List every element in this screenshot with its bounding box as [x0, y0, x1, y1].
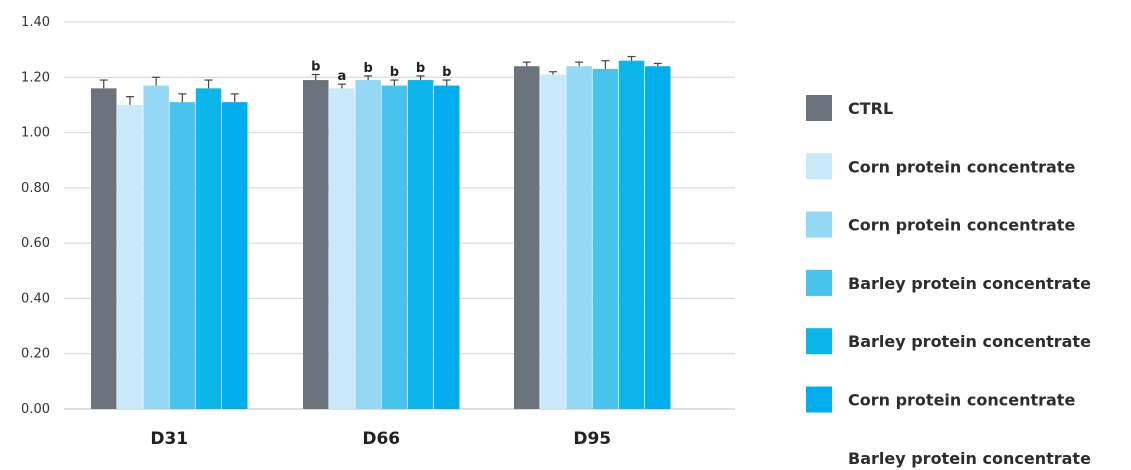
legend-swatch — [806, 211, 832, 238]
significance-label: b — [363, 61, 372, 76]
bar — [143, 85, 169, 409]
bar — [540, 74, 566, 410]
y-tick-label: 0.60 — [21, 236, 50, 251]
x-category-label: D95 — [573, 429, 611, 449]
x-category-label: D66 — [362, 429, 400, 449]
bar — [407, 80, 434, 410]
bar — [222, 102, 248, 410]
bars: bab b b b — [91, 55, 671, 410]
significance-label: b — [442, 65, 451, 80]
legend-label: Barley protein concentrate — [848, 274, 1091, 293]
bar — [618, 60, 645, 409]
legend-swatch — [806, 153, 832, 180]
bar — [434, 85, 460, 409]
y-tick-label: 0.40 — [21, 291, 50, 306]
bar — [169, 102, 196, 410]
legend-swatch — [806, 386, 832, 413]
bar — [91, 88, 117, 409]
legend-swatch — [806, 269, 832, 296]
y-tick-label: 1.20 — [21, 70, 50, 85]
legend-label: Barley protein concentrate — [848, 332, 1091, 351]
legend: CTRL Corn protein concentrate Corn protein… — [806, 95, 1091, 470]
y-tick-label: 1.40 — [21, 15, 50, 30]
significance-label: b — [311, 60, 320, 75]
legend-label: CTRL — [848, 99, 893, 118]
y-tick-label: 0.20 — [21, 347, 50, 362]
y-tick-label: 0.00 — [21, 402, 50, 417]
y-tick-label: 1.00 — [21, 126, 50, 141]
legend-label: Corn protein concentrate — [848, 391, 1075, 410]
legend-swatch — [806, 444, 832, 470]
bar — [645, 66, 671, 409]
y-tick-label: 0.80 — [21, 181, 50, 196]
significance-label: b — [390, 65, 399, 80]
bar — [117, 104, 143, 409]
bar — [195, 88, 222, 409]
bar — [329, 88, 355, 409]
bar — [381, 85, 408, 409]
bar — [592, 68, 619, 409]
significance-label: b — [416, 61, 425, 76]
y-axis: 0.00 0.20 0.40 0.60 0.80 1.00 1.20 1.40 — [21, 15, 50, 417]
legend-label: Barley protein concentrate — [848, 449, 1091, 468]
x-category-label: D31 — [150, 429, 188, 449]
significance-label: a — [338, 69, 347, 84]
legend-swatch — [806, 95, 832, 121]
legend-label: Corn protein concentrate — [848, 157, 1075, 176]
bar — [303, 80, 329, 410]
x-axis: D31 D66 D95 — [150, 429, 611, 449]
legend-swatch — [806, 328, 832, 355]
bar — [514, 66, 540, 409]
legend-label: Corn protein concentrate — [848, 216, 1075, 235]
bar — [566, 66, 592, 409]
bar — [355, 80, 381, 410]
